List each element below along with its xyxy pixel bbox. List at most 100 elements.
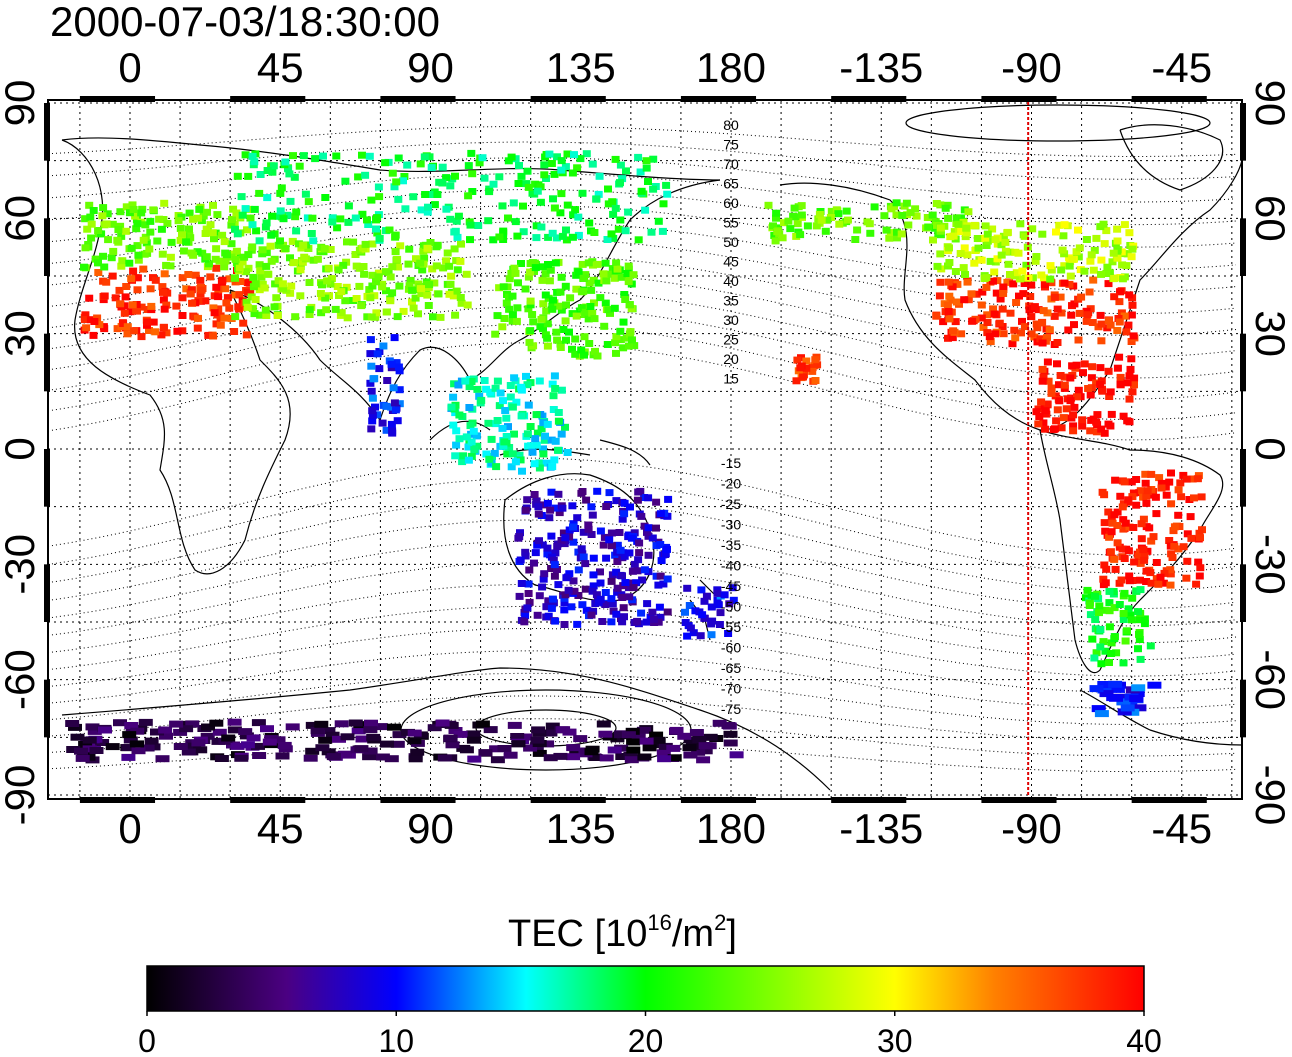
tec-pixel — [334, 720, 349, 728]
tec-pixel — [633, 496, 642, 504]
tec-pixel — [500, 438, 509, 446]
tec-pixel — [1106, 548, 1115, 556]
tec-pixel — [773, 228, 782, 236]
tec-pixel — [103, 210, 112, 218]
tec-pixel — [321, 727, 336, 735]
tec-pixel — [251, 296, 260, 303]
tec-pixel — [631, 733, 646, 741]
mlat-label: 60 — [723, 195, 739, 211]
tec-pixel — [1165, 537, 1174, 544]
tec-pixel — [681, 608, 689, 616]
tec-pixel — [159, 732, 173, 740]
tec-pixel — [510, 264, 519, 272]
tec-pixel — [1134, 608, 1142, 616]
tec-pixel — [1047, 389, 1056, 397]
tec-pixel — [368, 417, 377, 425]
tec-pixel — [427, 724, 442, 732]
north-pole-contour — [905, 104, 1211, 142]
tec-pixel — [196, 290, 205, 298]
tec-pixel — [1085, 602, 1094, 609]
tec-pixel — [1128, 301, 1137, 309]
tec-pixel — [139, 265, 148, 273]
tec-pixel — [394, 263, 402, 271]
tec-pixel — [430, 201, 439, 209]
colorbar-tick-label: 20 — [628, 1023, 664, 1057]
tec-pixel — [320, 245, 329, 253]
tec-pixel — [386, 273, 395, 281]
tec-pixel — [544, 233, 553, 241]
tec-pixel — [585, 279, 594, 287]
frame-bar-left — [44, 218, 50, 276]
tec-pixel — [623, 270, 632, 277]
tec-pixel — [535, 537, 543, 545]
tec-pixel — [223, 294, 232, 302]
tec-pixel — [1070, 300, 1079, 308]
tec-pixel — [537, 315, 546, 323]
tec-pixel — [1147, 491, 1156, 499]
tec-pixel — [472, 432, 481, 440]
tec-pixel — [68, 723, 82, 731]
lon-tick-label: 180 — [696, 805, 766, 852]
tec-pixel — [272, 294, 281, 302]
tec-pixel — [1032, 320, 1041, 328]
tec-pixel — [1140, 615, 1149, 623]
tec-pixel — [496, 389, 505, 397]
tec-pixel — [1097, 686, 1112, 694]
tec-pixel — [1123, 417, 1132, 425]
tec-pixel — [778, 234, 787, 242]
tec-pixel — [367, 425, 376, 433]
tec-pixel — [155, 755, 170, 763]
tec-pixel — [577, 545, 586, 553]
tec-pixel — [365, 286, 374, 294]
tec-pixel — [564, 586, 573, 594]
tec-pixel — [490, 449, 499, 457]
frame-bar-top — [380, 96, 456, 102]
tec-pixel — [85, 723, 100, 731]
tec-pixel — [452, 287, 461, 295]
tec-pixel — [581, 271, 590, 279]
tec-pixel — [715, 621, 724, 628]
tec-pixel — [87, 220, 96, 228]
tec-pixel — [375, 193, 384, 201]
tec-pixel — [712, 719, 727, 727]
tec-pixel — [588, 587, 597, 595]
tec-pixel — [590, 229, 599, 236]
tec-pixel — [427, 164, 436, 172]
tec-pixel — [308, 214, 317, 222]
tec-pixel — [466, 730, 481, 738]
tec-pixel — [536, 183, 545, 191]
tec-pixel — [454, 381, 463, 389]
tec-pixel — [637, 609, 646, 617]
tec-pixel — [689, 729, 704, 736]
tec-pixel — [1193, 475, 1202, 483]
tec-pixel — [545, 514, 554, 522]
lon-tick-label: 135 — [546, 44, 616, 91]
tec-pixel — [146, 217, 155, 225]
tec-pixel — [475, 392, 484, 400]
tec-pixel — [990, 268, 999, 276]
tec-pixel — [1097, 681, 1112, 688]
tec-pixel — [392, 178, 401, 186]
tec-pixel — [1038, 339, 1047, 347]
tec-pixel — [558, 232, 567, 240]
tec-pixel — [1097, 377, 1106, 385]
tec-pixel — [897, 230, 906, 238]
tec-pixel — [129, 206, 138, 213]
lon-tick-label: -45 — [1151, 805, 1212, 852]
tec-pixel — [613, 588, 622, 596]
tec-pixel — [537, 223, 546, 231]
tec-pixel — [250, 205, 259, 213]
tec-pixel — [446, 182, 455, 190]
tec-pixel — [121, 744, 136, 752]
tec-pixel — [218, 276, 227, 284]
frame-bar-top — [530, 96, 606, 102]
tec-pixel — [523, 496, 532, 504]
tec-pixel — [659, 200, 668, 208]
tec-pixel — [81, 215, 90, 223]
tec-pixel — [182, 285, 191, 293]
tec-pixel — [87, 234, 96, 242]
tec-pixel — [549, 406, 558, 413]
tec-pixel — [981, 222, 990, 230]
tec-pixel — [999, 283, 1008, 291]
